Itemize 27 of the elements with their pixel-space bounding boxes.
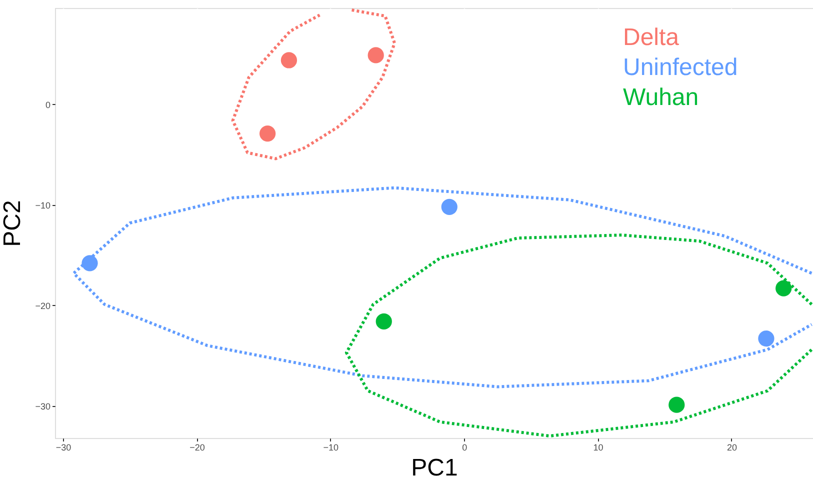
line-series [72, 186, 813, 388]
text: Wuhan [623, 84, 699, 111]
point [441, 198, 458, 215]
text: Uninfected [623, 54, 738, 81]
point [758, 330, 774, 347]
point [260, 126, 276, 142]
y-axis-title: PC2 [0, 200, 26, 247]
x-tick-label: −20 [190, 442, 205, 452]
point [280, 52, 298, 68]
point [776, 280, 792, 296]
x-tick-label: 20 [726, 442, 737, 452]
point [82, 255, 98, 272]
line-series [344, 234, 813, 438]
y-tick-label: −10 [35, 200, 50, 210]
x-axis-title: PC1 [411, 454, 458, 479]
x-tick-label: 10 [593, 442, 604, 452]
x-tick-label: 0 [462, 442, 468, 452]
x-tick-label: −30 [56, 442, 72, 452]
y-tick-label: −30 [35, 401, 50, 412]
line-series [231, 8, 396, 160]
text: Delta [623, 24, 680, 51]
point [668, 396, 685, 413]
x-tick-label: −10 [323, 442, 339, 452]
y-tick-label: −20 [35, 300, 50, 311]
y-tick-label: 0 [45, 100, 50, 110]
point [368, 47, 384, 64]
point [376, 313, 392, 330]
